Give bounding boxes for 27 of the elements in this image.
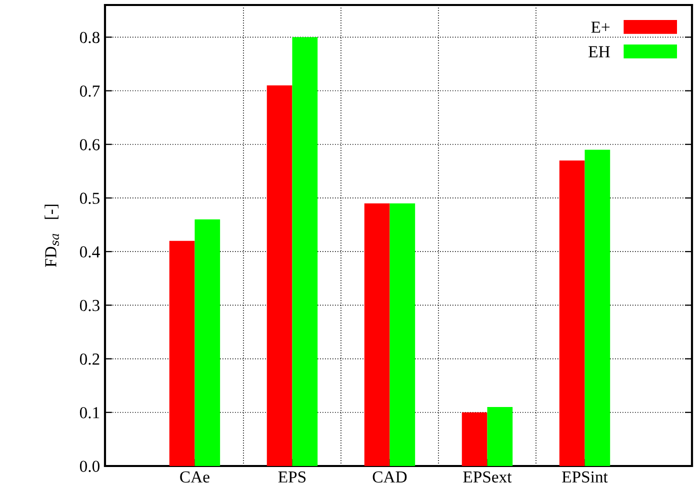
y-tick-label: 0.8 <box>80 32 100 44</box>
x-tick-label: EPSint <box>562 471 608 483</box>
bar <box>390 203 416 466</box>
bar <box>266 85 292 466</box>
text: FD$_{sa}$ [-] <box>44 204 59 268</box>
y-tick-label: 0.4 <box>80 246 100 258</box>
x-tick-label: EPS <box>278 471 306 483</box>
y-tick-label: 0.7 <box>80 85 100 97</box>
bar <box>194 219 220 466</box>
y-tick-label: 0.5 <box>80 192 100 204</box>
bar <box>292 37 318 466</box>
y-tick-label: 0.2 <box>80 353 100 365</box>
y-tick-label: 0.3 <box>80 300 100 312</box>
bar <box>559 160 585 466</box>
bar <box>364 203 390 466</box>
bar <box>487 407 513 466</box>
legend-label: EH <box>588 46 610 58</box>
bar <box>584 150 610 466</box>
y-tick-label: 0.6 <box>80 139 100 150</box>
x-tick-label: CAD <box>372 471 407 483</box>
legend-label: E+ <box>591 22 610 33</box>
bar <box>462 412 488 466</box>
x-tick-label: CAe <box>180 471 210 483</box>
x-tick-label: EPSext <box>463 471 512 483</box>
y-tick-label: 0.0 <box>80 460 100 472</box>
y-tick-label: 0.1 <box>80 407 100 418</box>
bar <box>169 240 195 466</box>
